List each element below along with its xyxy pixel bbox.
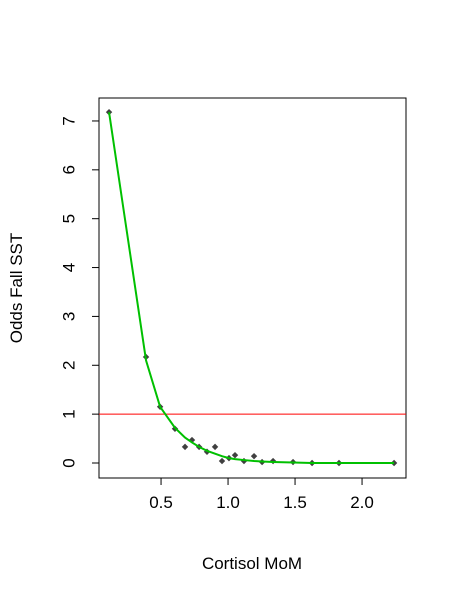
data-point [250,452,258,460]
y-tick-label: 0 [59,458,78,467]
x-tick-label: 2.0 [350,493,374,512]
data-point [231,451,239,459]
y-tick-label: 3 [59,312,78,321]
fit-line [108,112,395,464]
y-tick-label: 4 [59,263,78,272]
y-tick-label: 7 [59,116,78,125]
y-tick-label: 2 [59,361,78,370]
data-point [211,443,219,451]
x-tick-label: 1.0 [216,493,240,512]
x-axis-title: Cortisol MoM [202,554,302,573]
data-point [105,108,113,116]
plot-frame [98,97,407,479]
data-point [218,457,226,465]
y-tick-label: 5 [59,214,78,223]
data-point [181,443,189,451]
data-point [390,459,398,467]
y-tick-label: 6 [59,165,78,174]
x-tick-label: 1.5 [283,493,307,512]
y-axis-title: Odds Fall SST [7,233,26,344]
y-tick-label: 1 [59,409,78,418]
x-tick-label: 0.5 [149,493,173,512]
